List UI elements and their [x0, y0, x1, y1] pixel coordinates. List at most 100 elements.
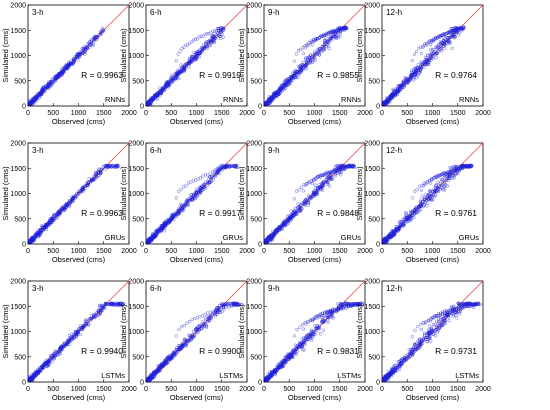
x-tick-label: 0 — [380, 248, 384, 255]
y-axis-label: Simulated (cms) — [355, 166, 364, 221]
y-tick-label: 1500 — [364, 28, 380, 35]
y-tick-label: 1500 — [128, 28, 144, 35]
x-tick-label: 0 — [144, 110, 148, 117]
x-tick-label: 1000 — [425, 248, 441, 255]
y-tick-label: 500 — [132, 78, 144, 85]
y-tick-label: 2000 — [364, 3, 380, 10]
x-tick-label: 500 — [165, 110, 177, 117]
x-tick-label: 2000 — [121, 110, 137, 117]
x-tick-label: 2000 — [357, 248, 373, 255]
y-tick-label: 2000 — [364, 141, 380, 148]
y-tick-label: 1000 — [246, 191, 262, 198]
y-tick-label: 0 — [258, 242, 262, 249]
x-tick-label: 1500 — [450, 110, 466, 117]
x-tick-label: 0 — [262, 248, 266, 255]
x-tick-label: 2000 — [357, 110, 373, 117]
y-tick-label: 1500 — [10, 28, 26, 35]
y-tick-label: 0 — [258, 104, 262, 111]
y-tick-label: 2000 — [128, 3, 144, 10]
x-tick-label: 500 — [401, 110, 413, 117]
lead-time-label: 3-h — [32, 146, 44, 155]
model-name-label: GRUs — [459, 233, 480, 242]
y-tick-label: 0 — [140, 242, 144, 249]
y-tick-label: 2000 — [10, 3, 26, 10]
model-name-label: RNNs — [105, 95, 125, 104]
r-value-label: R = 0.9764 — [435, 70, 477, 80]
y-tick-label: 2000 — [128, 141, 144, 148]
model-name-label: RNNs — [223, 95, 243, 104]
lead-time-label: 12-h — [386, 146, 402, 155]
y-tick-label: 1500 — [364, 166, 380, 173]
y-tick-label: 500 — [368, 216, 380, 223]
y-tick-label: 500 — [14, 216, 26, 223]
r-value-label: R = 0.9848 — [317, 208, 359, 218]
y-tick-label: 1000 — [246, 53, 262, 60]
x-axis-label: Observed (cms) — [288, 117, 342, 126]
y-tick-label: 500 — [368, 78, 380, 85]
x-tick-label: 0 — [380, 110, 384, 117]
y-tick-label: 500 — [250, 78, 262, 85]
y-axis-label: Simulated (cms) — [1, 28, 10, 83]
x-axis-label: Observed (cms) — [52, 255, 106, 264]
r-value-label: R = 0.9855 — [317, 70, 359, 80]
x-axis-label: Observed (cms) — [52, 117, 106, 126]
r-value-label: R = 0.9963 — [81, 70, 123, 80]
lead-time-label: 9-h — [268, 8, 280, 17]
y-tick-label: 1000 — [128, 53, 144, 60]
x-tick-label: 2000 — [475, 110, 491, 117]
x-tick-label: 1000 — [425, 110, 441, 117]
r-value-label: R = 0.9761 — [435, 208, 477, 218]
y-tick-label: 0 — [22, 242, 26, 249]
x-axis-label: Observed (cms) — [406, 255, 460, 264]
y-tick-label: 1500 — [246, 28, 262, 35]
x-tick-label: 500 — [283, 248, 295, 255]
y-tick-label: 2000 — [246, 3, 262, 10]
x-tick-label: 1000 — [71, 110, 87, 117]
y-tick-label: 1500 — [246, 166, 262, 173]
y-tick-label: 0 — [140, 104, 144, 111]
y-tick-label: 2000 — [10, 141, 26, 148]
x-tick-label: 1500 — [450, 248, 466, 255]
y-axis-label: Simulated (cms) — [237, 28, 246, 83]
model-name-label: GRUs — [223, 233, 244, 242]
x-tick-label: 2000 — [239, 248, 255, 255]
y-axis-label: Simulated (cms) — [237, 166, 246, 221]
lead-time-label: 3-h — [32, 8, 44, 17]
y-axis-label: Simulated (cms) — [355, 28, 364, 83]
r-value-label: R = 0.9917 — [199, 208, 241, 218]
x-tick-label: 1500 — [96, 110, 112, 117]
y-tick-label: 500 — [14, 78, 26, 85]
x-tick-label: 1500 — [96, 248, 112, 255]
x-tick-label: 500 — [283, 110, 295, 117]
x-tick-label: 1500 — [214, 248, 230, 255]
x-tick-label: 1500 — [332, 110, 348, 117]
model-name-label: RNNs — [341, 95, 361, 104]
y-tick-label: 1500 — [10, 166, 26, 173]
model-name-label: RNNs — [459, 95, 479, 104]
x-tick-label: 1000 — [189, 110, 205, 117]
x-tick-label: 1000 — [71, 248, 87, 255]
y-tick-label: 500 — [132, 216, 144, 223]
y-axis-label: Simulated (cms) — [119, 166, 128, 221]
y-tick-label: 0 — [376, 104, 380, 111]
r-value-label: R = 0.9919 — [199, 70, 241, 80]
x-axis-label: Observed (cms) — [406, 117, 460, 126]
x-tick-label: 2000 — [121, 248, 137, 255]
x-tick-label: 1000 — [307, 248, 323, 255]
x-axis-label: Observed (cms) — [288, 255, 342, 264]
x-axis-label: Observed (cms) — [170, 117, 224, 126]
model-name-label: GRUs — [105, 233, 126, 242]
lead-time-label: 6-h — [150, 146, 162, 155]
x-tick-label: 0 — [26, 110, 30, 117]
